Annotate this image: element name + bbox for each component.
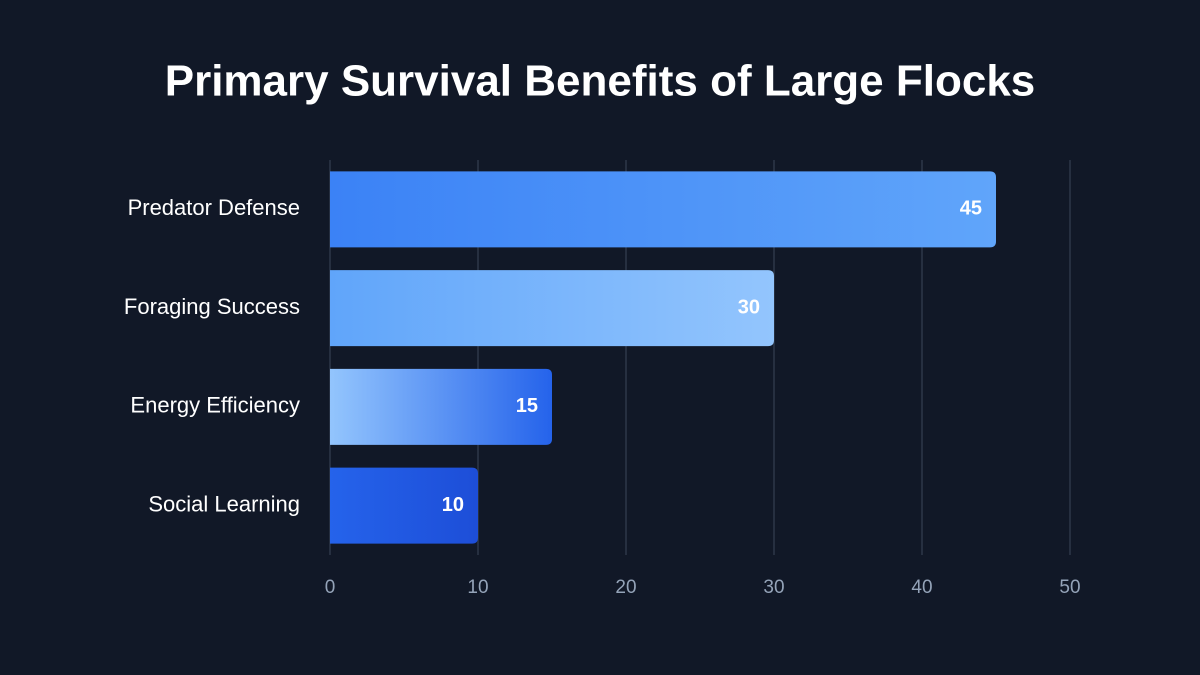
bar xyxy=(330,467,478,544)
value-label: 30 xyxy=(738,296,760,318)
x-tick-label: 50 xyxy=(1059,577,1080,598)
y-tick-label: Social Learning xyxy=(148,491,300,516)
bar xyxy=(330,368,552,445)
y-tick-label: Predator Defense xyxy=(128,195,300,220)
chart-title: Primary Survival Benefits of Large Flock… xyxy=(165,57,1036,106)
x-tick-label: 30 xyxy=(763,577,784,598)
x-tick-label: 40 xyxy=(911,577,932,598)
x-tick-label: 10 xyxy=(467,577,488,598)
bar xyxy=(330,270,774,347)
value-label: 15 xyxy=(516,395,538,417)
value-label: 10 xyxy=(442,494,464,516)
y-tick-label: Energy Efficiency xyxy=(130,393,300,418)
y-tick-label: Foraging Success xyxy=(124,294,300,319)
value-label: 45 xyxy=(960,198,982,220)
x-tick-label: 0 xyxy=(325,577,336,598)
bar xyxy=(330,171,996,248)
x-tick-label: 20 xyxy=(615,577,636,598)
